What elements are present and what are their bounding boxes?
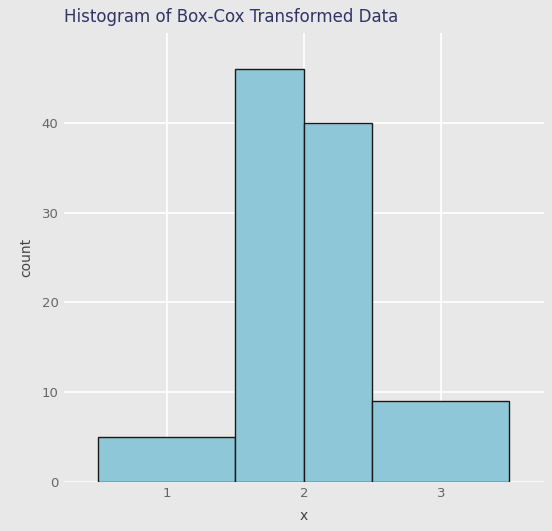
Text: Histogram of Box-Cox Transformed Data: Histogram of Box-Cox Transformed Data <box>64 8 399 27</box>
Y-axis label: count: count <box>19 238 33 277</box>
X-axis label: x: x <box>300 509 308 523</box>
Bar <box>98 437 235 482</box>
Bar <box>373 401 509 482</box>
Bar <box>235 70 304 482</box>
Bar <box>304 123 373 482</box>
